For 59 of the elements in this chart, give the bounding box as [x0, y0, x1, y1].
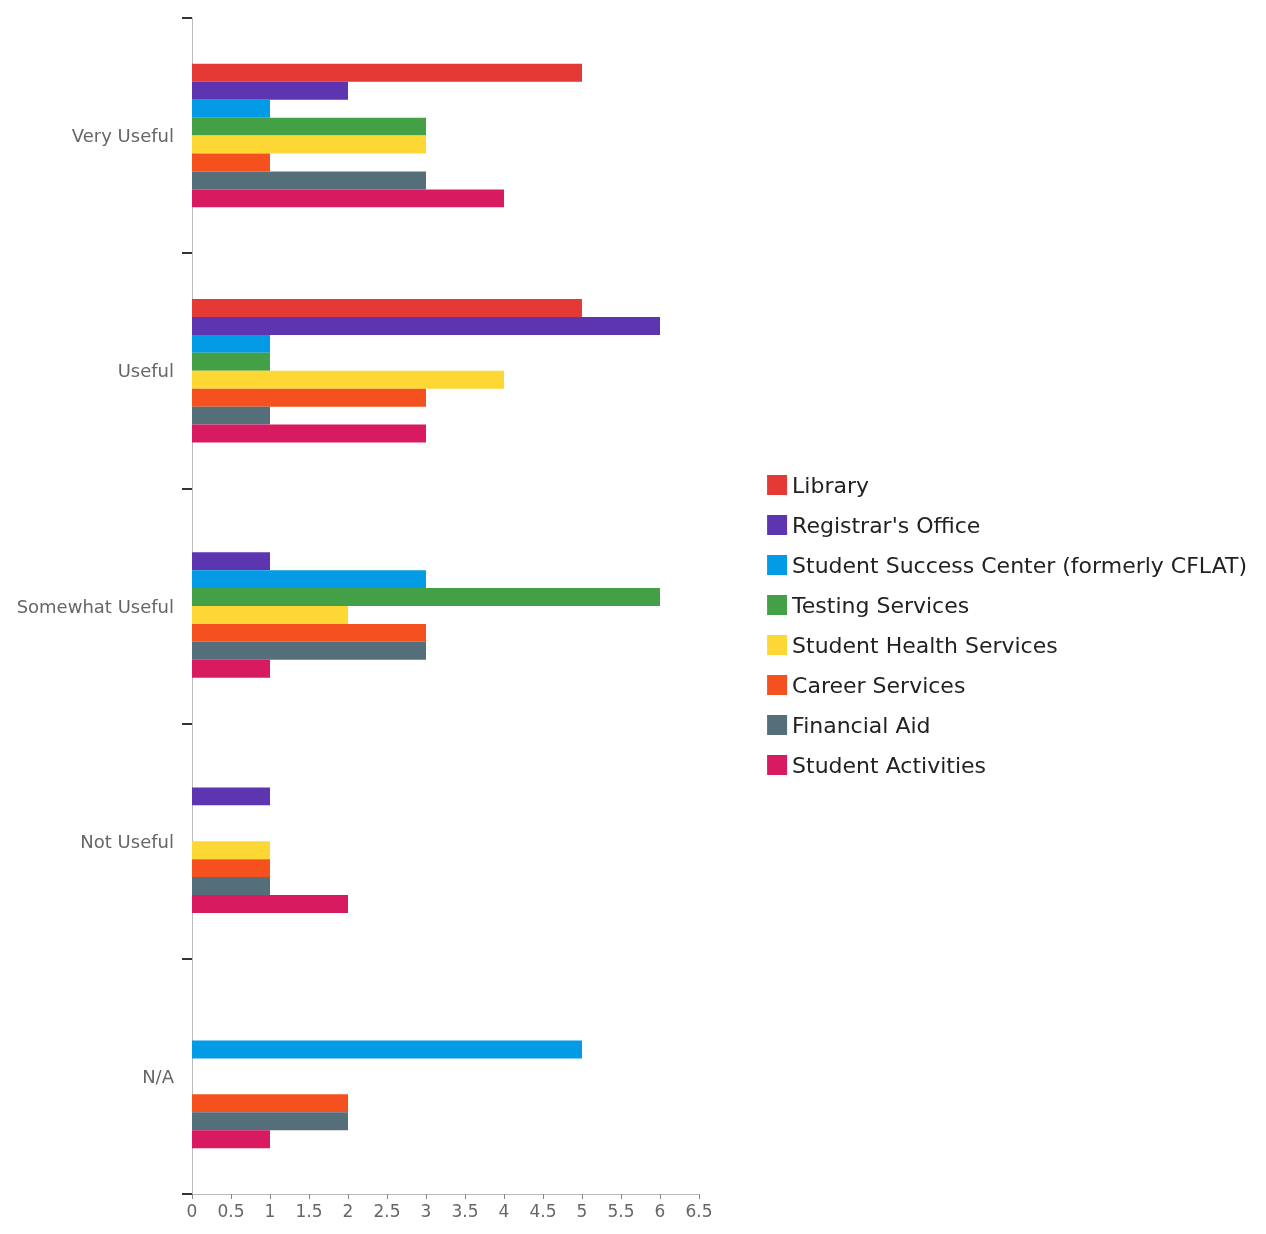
x-tick-label: 3: [420, 1200, 432, 1221]
bar: [192, 117, 426, 136]
x-tick-label: 0: [186, 1200, 198, 1221]
bar: [192, 406, 270, 425]
bar: [192, 623, 426, 642]
bar: [192, 552, 270, 571]
bar: [192, 299, 582, 317]
bar: [192, 895, 348, 913]
x-tick-label: 2.5: [373, 1200, 401, 1221]
y-tick-label: Very Useful: [71, 125, 174, 147]
bar: [192, 588, 660, 606]
bar: [192, 659, 270, 678]
bar: [192, 81, 348, 100]
x-tick-label: 1.5: [295, 1200, 323, 1221]
bar: [192, 388, 426, 407]
x-tick-label: 6.5: [685, 1200, 713, 1221]
bar: [192, 1130, 270, 1149]
bar: [192, 171, 426, 190]
y-tick-label: Somewhat Useful: [16, 595, 174, 617]
bar: [192, 859, 270, 878]
y-tick-label: Not Useful: [80, 830, 174, 852]
legend-label: Career Services: [792, 672, 966, 698]
bar: [192, 135, 426, 154]
bar: [192, 787, 270, 806]
bar: [192, 334, 270, 353]
legend-label: Testing Services: [791, 592, 970, 618]
bar: [192, 189, 504, 208]
bar: [192, 841, 270, 860]
bar: [192, 317, 660, 335]
legend-label: Student Health Services: [792, 632, 1058, 658]
x-tick-label: 5.5: [607, 1200, 635, 1221]
legend-label: Student Success Center (formerly CFLAT): [792, 552, 1248, 578]
x-tick-label: 2: [342, 1200, 354, 1221]
bar: [192, 99, 270, 118]
bar: [192, 877, 270, 895]
x-tick-label: 3.5: [451, 1200, 479, 1221]
bar: [192, 570, 426, 589]
bar: [192, 370, 504, 389]
y-tick-label: N/A: [142, 1065, 175, 1087]
bar: [192, 1112, 348, 1131]
x-tick-label: 4.5: [529, 1200, 557, 1221]
bar: [192, 1094, 348, 1113]
x-tick-label: 6: [654, 1200, 666, 1221]
x-tick-label: 4: [498, 1200, 510, 1221]
bar: [192, 63, 582, 82]
legend-label: Financial Aid: [792, 712, 931, 738]
bar: [192, 424, 426, 443]
legend-label: Library: [792, 472, 870, 498]
bar: [192, 153, 270, 172]
y-tick-label: Useful: [117, 360, 174, 382]
bar: [192, 606, 348, 624]
legend-label: Student Activities: [792, 752, 987, 778]
bar: [192, 352, 270, 371]
bar: [192, 1040, 582, 1059]
x-tick-label: 5: [576, 1200, 588, 1221]
bar: [192, 641, 426, 660]
x-tick-label: 0.5: [217, 1200, 245, 1221]
legend-label: Registrar's Office: [792, 512, 981, 538]
x-tick-label: 1: [264, 1200, 276, 1221]
